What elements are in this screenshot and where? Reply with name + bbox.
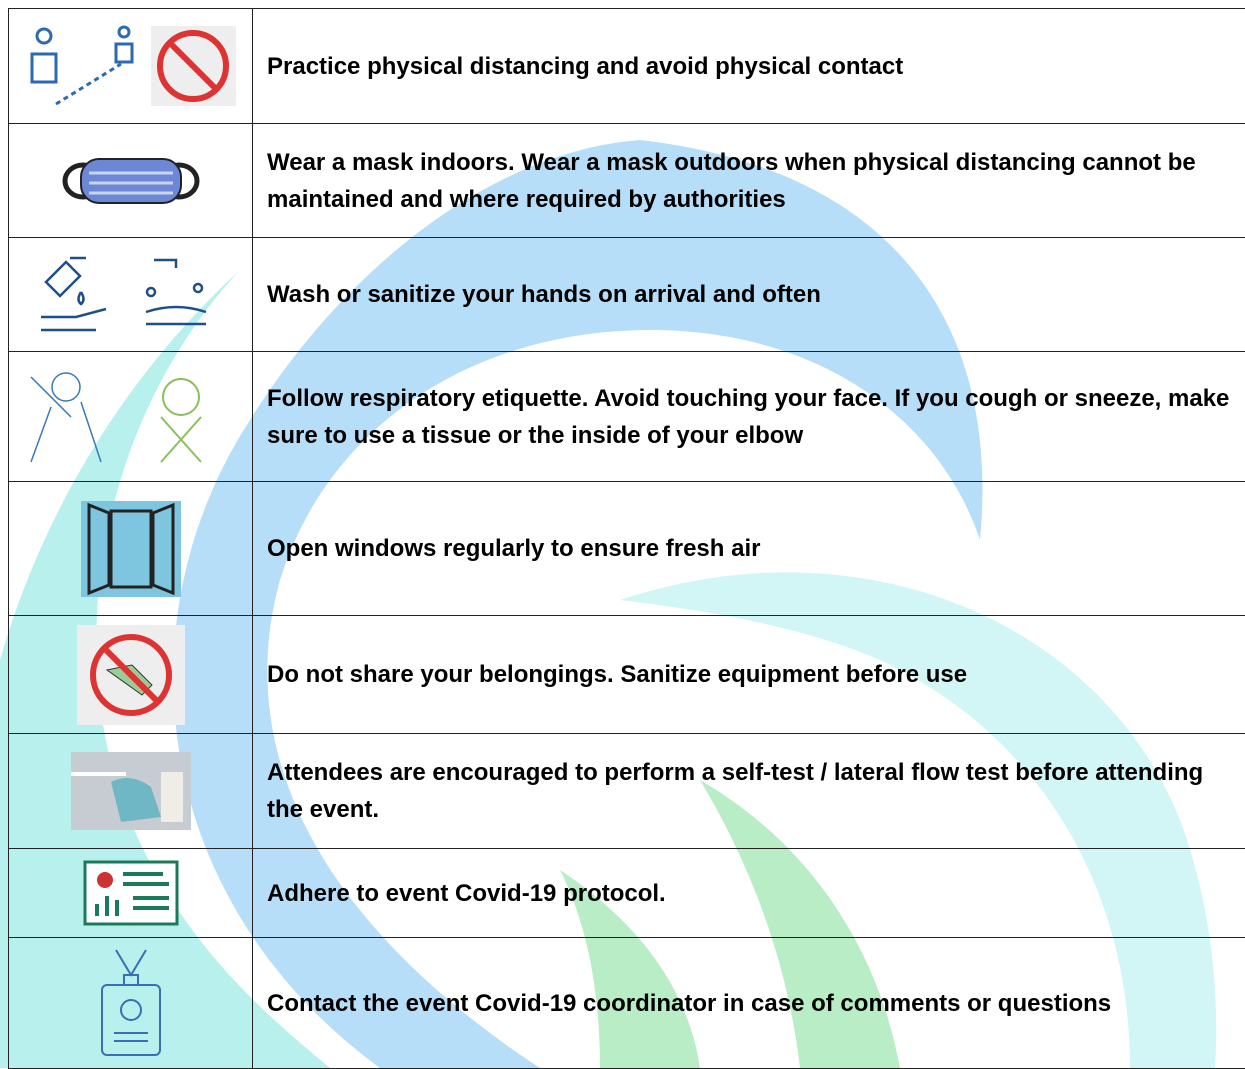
- guideline-text: Do not share your belongings. Sanitize e…: [253, 616, 1245, 734]
- guideline-text: Wear a mask indoors. Wear a mask outdoor…: [253, 124, 1245, 238]
- mask-icon: [61, 151, 201, 211]
- etiquette-icon: [21, 367, 241, 467]
- icon-cell: [9, 124, 253, 238]
- row: Follow respiratory etiquette. Avoid touc…: [9, 352, 1245, 482]
- guideline-text: Attendees are encouraged to perform a se…: [253, 734, 1245, 849]
- guideline-text: Adhere to event Covid-19 protocol.: [253, 849, 1245, 938]
- protocol-icon: [83, 860, 179, 926]
- guideline-text: Contact the event Covid-19 coordinator i…: [253, 938, 1245, 1069]
- window-icon: [81, 501, 181, 597]
- row: Open windows regularly to ensure fresh a…: [9, 482, 1245, 616]
- icon-cell: [9, 938, 253, 1069]
- distancing-icon: [26, 24, 236, 109]
- guidelines-table: Practice physical distancing and avoid p…: [8, 8, 1245, 1069]
- icon-cell: [9, 238, 253, 352]
- row: Wear a mask indoors. Wear a mask outdoor…: [9, 124, 1245, 238]
- badge-icon: [96, 948, 166, 1058]
- self-test-icon: [71, 752, 191, 830]
- row: Attendees are encouraged to perform a se…: [9, 734, 1245, 849]
- no-sharing-icon: [77, 625, 185, 725]
- row: Practice physical distancing and avoid p…: [9, 9, 1245, 124]
- icon-cell: [9, 9, 253, 124]
- guideline-text: Follow respiratory etiquette. Avoid touc…: [253, 352, 1245, 482]
- icon-cell: [9, 482, 253, 616]
- guideline-text: Open windows regularly to ensure fresh a…: [253, 482, 1245, 616]
- guideline-text: Practice physical distancing and avoid p…: [253, 9, 1245, 124]
- row: Wash or sanitize your hands on arrival a…: [9, 238, 1245, 352]
- icon-cell: [9, 352, 253, 482]
- icon-cell: [9, 734, 253, 849]
- icon-cell: [9, 849, 253, 938]
- handwash-icon: [36, 252, 226, 337]
- row: Adhere to event Covid-19 protocol.: [9, 849, 1245, 938]
- row: Contact the event Covid-19 coordinator i…: [9, 938, 1245, 1069]
- row: Do not share your belongings. Sanitize e…: [9, 616, 1245, 734]
- icon-cell: [9, 616, 253, 734]
- guideline-text: Wash or sanitize your hands on arrival a…: [253, 238, 1245, 352]
